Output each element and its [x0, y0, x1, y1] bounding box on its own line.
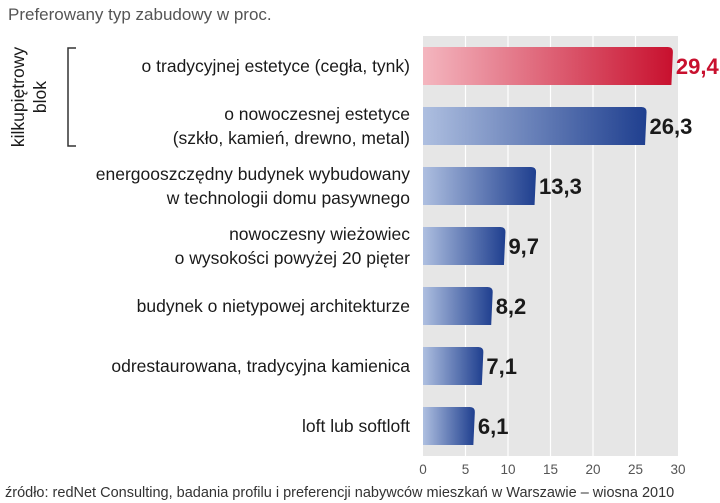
x-tick-label: 20 — [585, 462, 600, 477]
category-label: odrestaurowana, tradycyjna kamienica — [111, 356, 410, 376]
category-label: o nowoczesnej estetyce — [224, 104, 410, 124]
value-label: 26,3 — [650, 114, 693, 139]
value-labels: 29,4 26,3 13,3 9,7 8,2 7,1 6,1 — [478, 54, 720, 439]
category-label: o tradycyjnej estetyce (cegła, tynk) — [142, 56, 410, 76]
group-bracket-line — [67, 47, 76, 147]
source-note: źródło: redNet Consulting, badania profi… — [5, 485, 674, 501]
value-label: 13,3 — [539, 174, 582, 199]
group-bracket: kilkupiętrowy blok — [8, 47, 76, 147]
x-tick-label: 15 — [543, 462, 558, 477]
tick-lines — [464, 36, 637, 456]
category-label: o wysokości powyżej 20 pięter — [175, 248, 411, 268]
value-label: 7,1 — [486, 354, 517, 379]
bar — [423, 167, 537, 205]
category-label: w technologii domu pasywnego — [166, 188, 410, 208]
value-label: 8,2 — [496, 294, 527, 319]
category-label: loft lub softloft — [302, 416, 410, 436]
category-label: energooszczędny budynek wybudowany — [96, 164, 410, 184]
bar — [423, 287, 493, 325]
group-label: kilkupiętrowy — [8, 47, 28, 147]
category-label: budynek o nietypowej architekturze — [137, 296, 410, 316]
x-tick-label: 0 — [419, 462, 427, 477]
category-labels: o tradycyjnej estetyce (cegła, tynk) o no… — [96, 56, 410, 436]
bar — [423, 407, 475, 445]
group-label: blok — [30, 81, 50, 113]
bar — [423, 47, 673, 85]
value-label: 9,7 — [508, 234, 539, 259]
bars — [423, 47, 673, 445]
category-label: nowoczesny wieżowiec — [229, 224, 410, 244]
x-axis-ticks: 0 5 10 15 20 25 30 — [419, 462, 685, 477]
bar — [423, 227, 506, 265]
value-label: 6,1 — [478, 414, 509, 439]
x-tick-label: 25 — [628, 462, 643, 477]
chart-title: Preferowany typ zabudowy w proc. — [8, 5, 272, 24]
value-label: 29,4 — [676, 54, 720, 79]
category-label: (szkło, kamień, drewno, metal) — [173, 128, 410, 148]
bar — [423, 347, 484, 385]
bar — [423, 107, 647, 145]
x-tick-label: 30 — [670, 462, 685, 477]
x-tick-label: 5 — [462, 462, 470, 477]
x-tick-label: 10 — [500, 462, 515, 477]
